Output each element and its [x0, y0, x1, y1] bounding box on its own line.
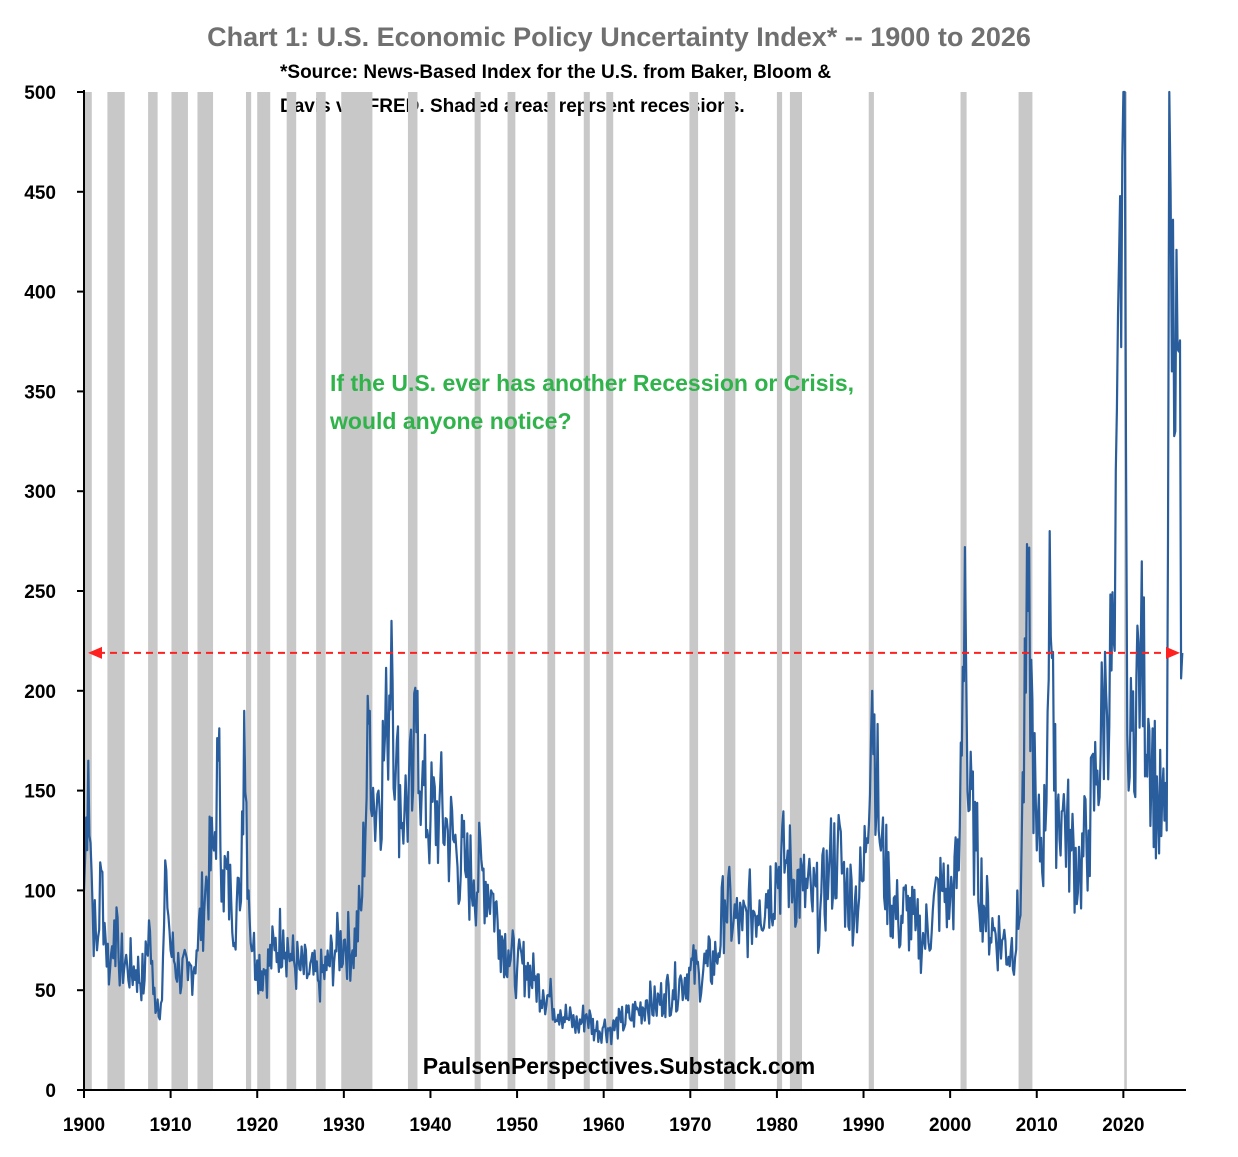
y-tick-label-400: 400	[24, 283, 56, 304]
recession-band-20	[868, 92, 874, 1090]
x-tick-label-1900: 1900	[63, 1115, 105, 1136]
x-tick-label-1980: 1980	[756, 1115, 798, 1136]
recession-band-16	[689, 92, 699, 1090]
y-tick-label-450: 450	[24, 183, 56, 204]
x-tick-label-1970: 1970	[669, 1115, 711, 1136]
y-tick-label-350: 350	[24, 382, 56, 403]
reference-arrowhead-right	[1166, 646, 1180, 659]
recession-band-7	[286, 92, 297, 1090]
y-axis-ticks: 0 50 100 150 200 250 300 350 400 450 500	[24, 83, 84, 1102]
x-tick-label-1990: 1990	[842, 1115, 884, 1136]
x-tick-label-1940: 1940	[409, 1115, 451, 1136]
recession-band-15	[606, 92, 614, 1090]
recession-band-13	[547, 92, 556, 1090]
recession-band-2	[148, 92, 158, 1090]
recession-band-6	[257, 92, 271, 1090]
watermark-text: PaulsenPerspectives.Substack.com	[422, 1053, 816, 1079]
recession-band-10	[407, 92, 418, 1090]
x-tick-label-1910: 1910	[149, 1115, 191, 1136]
y-tick-label-50: 50	[35, 981, 56, 1002]
x-tick-label-2000: 2000	[929, 1115, 971, 1136]
x-tick-label-2020: 2020	[1102, 1115, 1144, 1136]
recession-band-12	[507, 92, 516, 1090]
recession-band-0	[84, 92, 92, 1090]
recession-band-4	[197, 92, 214, 1090]
y-tick-label-500: 500	[24, 83, 56, 104]
recession-band-3	[171, 92, 188, 1090]
chart-annotation: If the U.S. ever has another Recession o…	[330, 364, 854, 440]
recession-band-14	[583, 92, 590, 1090]
recession-band-18	[776, 92, 783, 1090]
y-tick-label-0: 0	[45, 1081, 56, 1102]
recession-bands	[84, 92, 1127, 1090]
y-tick-label-150: 150	[24, 782, 56, 803]
y-tick-label-300: 300	[24, 482, 56, 503]
recession-band-5	[245, 92, 252, 1090]
y-tick-label-200: 200	[24, 682, 56, 703]
x-axis-ticks: 1900 1910 1920 1930 1940 1950 1960 1970 1980 1990…	[63, 1090, 1145, 1136]
x-tick-label-1960: 1960	[583, 1115, 625, 1136]
y-tick-label-250: 250	[24, 582, 56, 603]
annotation-line-2: would anyone notice?	[330, 408, 572, 434]
recession-band-8	[316, 92, 326, 1090]
x-tick-label-1930: 1930	[323, 1115, 365, 1136]
chart-title: Chart 1: U.S. Economic Policy Uncertaint…	[207, 22, 1031, 52]
reference-arrowhead-left	[88, 646, 102, 659]
y-tick-label-100: 100	[24, 881, 56, 902]
recession-band-1	[107, 92, 125, 1090]
x-tick-label-1950: 1950	[496, 1115, 538, 1136]
reference-line-group	[88, 646, 1180, 659]
series-line-epu-index	[82, 90, 1184, 1046]
recession-band-11	[474, 92, 481, 1090]
annotation-line-1: If the U.S. ever has another Recession o…	[330, 370, 855, 396]
recession-band-17	[724, 92, 736, 1090]
recession-band-23	[1124, 92, 1127, 1090]
chart-subtitle-line-1: *Source: News-Based Index for the U.S. f…	[280, 62, 832, 83]
x-tick-label-2010: 2010	[1016, 1115, 1058, 1136]
recession-band-19	[789, 92, 803, 1090]
x-tick-label-1920: 1920	[236, 1115, 278, 1136]
